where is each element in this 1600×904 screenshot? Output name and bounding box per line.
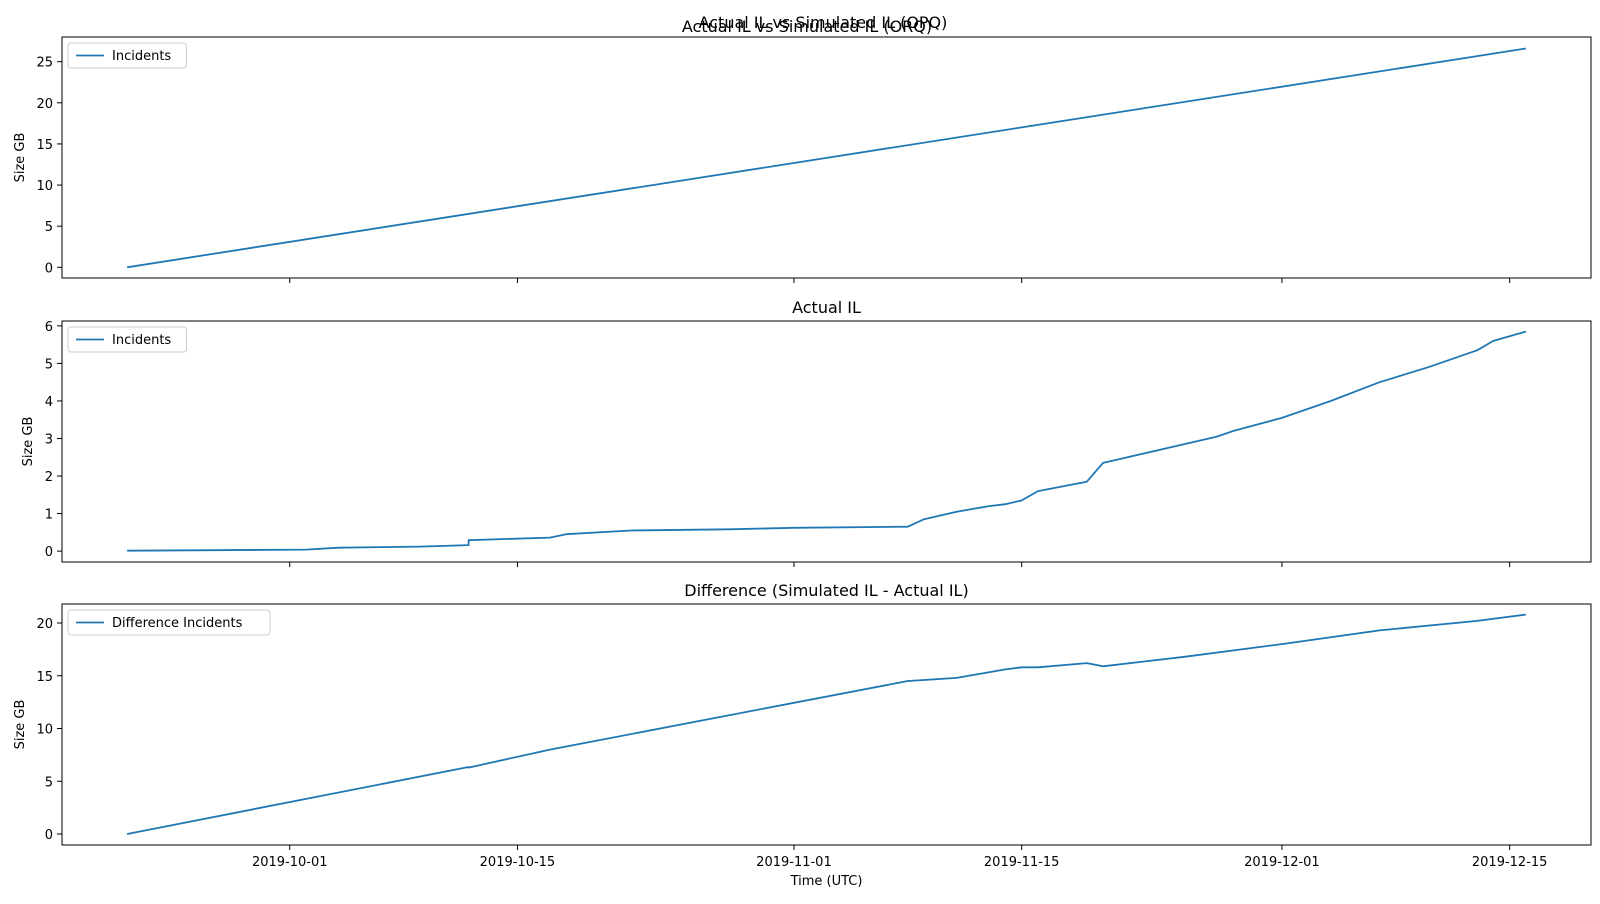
panel-3: Difference (Simulated IL - Actual IL) 0 5 1… — [13, 581, 1592, 889]
y-tick-label: 5 — [45, 220, 53, 235]
figure-suptitle: Actual IL vs Simulated IL (OPQ) — [699, 13, 948, 32]
y-tick-label: 0 — [45, 828, 53, 843]
x-tick-label: 2019-11-15 — [984, 855, 1060, 870]
legend-box — [67, 326, 187, 353]
y-tick-label: 6 — [45, 320, 53, 335]
series-line — [126, 47, 1527, 269]
axes-frame — [61, 320, 1592, 563]
y-tick-label: 20 — [36, 617, 53, 632]
x-tick-label: 2019-11-01 — [756, 855, 832, 870]
legend-label: Difference Incidents — [112, 616, 243, 631]
y-axis-label: Size GB — [13, 133, 28, 183]
y-axis-label: Size GB — [21, 417, 36, 467]
y-tick-label: 4 — [45, 395, 53, 410]
y-tick-label: 0 — [45, 261, 53, 276]
x-tick-label: 2019-10-15 — [480, 855, 556, 870]
y-tick-label: 10 — [36, 179, 53, 194]
series-line — [127, 330, 1527, 552]
y-tick-label: 10 — [36, 723, 53, 738]
y-tick-label: 15 — [36, 138, 53, 153]
y-axis-label: Size GB — [13, 700, 28, 750]
panel-1: 0 5 10 15 20 25 Size GB Incidents — [13, 36, 1592, 283]
y-tick-label: 25 — [36, 56, 53, 71]
series-line — [126, 613, 1527, 835]
legend-label: Incidents — [112, 333, 171, 348]
y-tick-label: 5 — [45, 357, 53, 372]
y-tick-label: 5 — [45, 775, 53, 790]
legend-box — [67, 609, 271, 636]
legend-label: Incidents — [112, 49, 171, 64]
x-axis-label: Time (UTC) — [790, 874, 863, 889]
y-tick-label: 15 — [36, 670, 53, 685]
y-tick-label: 3 — [45, 432, 53, 447]
legend-box — [67, 42, 187, 69]
panel-title: Difference (Simulated IL - Actual IL) — [684, 581, 968, 600]
y-tick-label: 0 — [45, 545, 53, 560]
x-tick-label: 2019-12-15 — [1472, 855, 1548, 870]
x-tick-label: 2019-10-01 — [252, 855, 328, 870]
y-tick-label: 1 — [45, 508, 53, 523]
y-tick-label: 20 — [36, 97, 53, 112]
panel-title: Actual IL — [792, 298, 861, 317]
axes-frame — [61, 36, 1592, 279]
figure-suptitle-overlap: Actual IL vs Simulated IL (ORQ) — [682, 17, 932, 36]
axes-frame — [61, 603, 1592, 846]
x-tick-label: 2019-12-01 — [1244, 855, 1320, 870]
y-tick-label: 2 — [45, 470, 53, 485]
panel-2: Actual IL 0 1 2 3 4 5 6 Size GB Incidents — [21, 298, 1592, 567]
